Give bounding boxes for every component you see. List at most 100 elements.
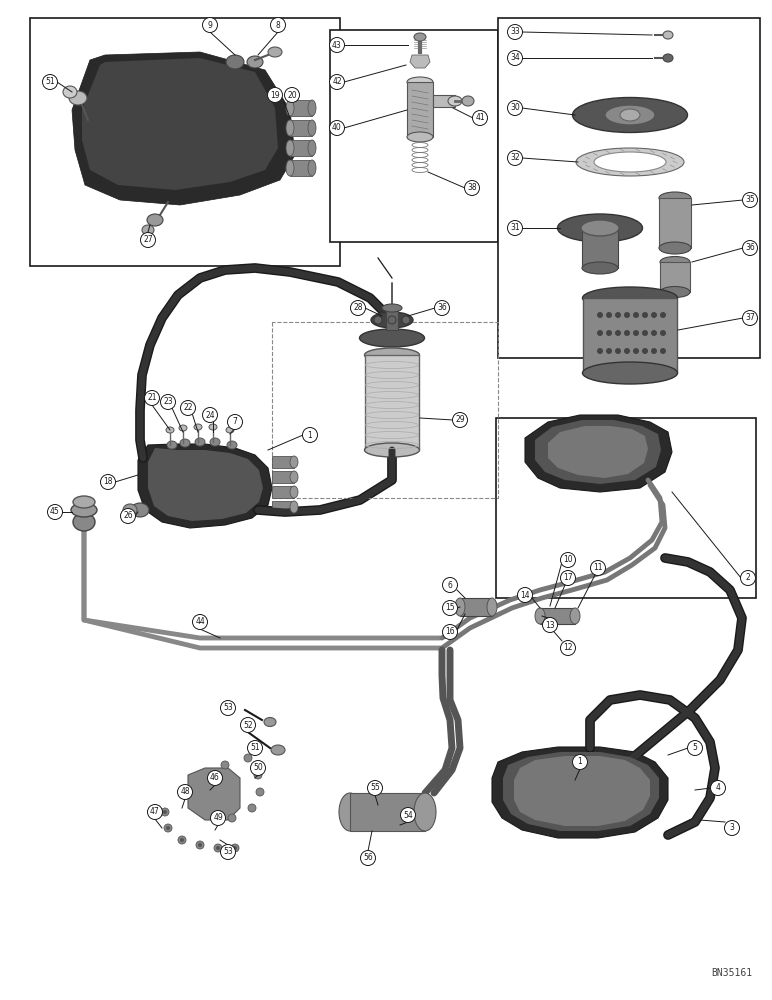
- Text: 42: 42: [332, 78, 342, 87]
- Ellipse shape: [290, 486, 298, 498]
- Text: 37: 37: [745, 314, 755, 322]
- Text: 51: 51: [46, 78, 55, 87]
- Circle shape: [241, 718, 256, 732]
- Text: 41: 41: [476, 113, 485, 122]
- Ellipse shape: [179, 425, 187, 431]
- Circle shape: [244, 754, 252, 762]
- Ellipse shape: [73, 513, 95, 531]
- Bar: [272, 471, 294, 483]
- Ellipse shape: [227, 441, 237, 449]
- Circle shape: [642, 312, 648, 318]
- Bar: [498, 18, 760, 358]
- Circle shape: [248, 804, 256, 812]
- Bar: [407, 82, 433, 137]
- Ellipse shape: [414, 33, 426, 41]
- Ellipse shape: [339, 793, 361, 831]
- Polygon shape: [492, 747, 668, 838]
- Circle shape: [180, 838, 184, 842]
- Text: 53: 53: [223, 704, 233, 712]
- Ellipse shape: [583, 287, 678, 309]
- Text: 4: 4: [716, 784, 720, 792]
- Circle shape: [606, 348, 612, 354]
- Text: 43: 43: [332, 40, 342, 49]
- Circle shape: [42, 75, 57, 90]
- Polygon shape: [525, 415, 672, 492]
- Circle shape: [507, 50, 523, 66]
- Circle shape: [442, 578, 458, 592]
- Circle shape: [303, 428, 317, 442]
- Circle shape: [208, 770, 222, 786]
- Text: 17: 17: [564, 574, 573, 582]
- Circle shape: [248, 740, 262, 756]
- Bar: [660, 262, 690, 292]
- Bar: [290, 160, 312, 176]
- Ellipse shape: [195, 438, 205, 446]
- Bar: [496, 418, 756, 598]
- Ellipse shape: [557, 214, 642, 242]
- Bar: [350, 793, 425, 831]
- Circle shape: [615, 348, 621, 354]
- Circle shape: [651, 312, 657, 318]
- Text: 50: 50: [253, 764, 263, 772]
- Ellipse shape: [660, 286, 690, 298]
- Text: 45: 45: [50, 508, 60, 516]
- Circle shape: [743, 310, 757, 326]
- Circle shape: [256, 788, 264, 796]
- Ellipse shape: [659, 192, 691, 204]
- Circle shape: [615, 330, 621, 336]
- Circle shape: [268, 88, 283, 103]
- Circle shape: [517, 587, 533, 602]
- Ellipse shape: [142, 225, 154, 235]
- Text: 48: 48: [180, 788, 190, 796]
- Text: 5: 5: [692, 744, 697, 752]
- Circle shape: [233, 846, 237, 850]
- Circle shape: [624, 348, 630, 354]
- Ellipse shape: [360, 329, 425, 347]
- Circle shape: [465, 180, 479, 196]
- Polygon shape: [82, 58, 278, 190]
- Text: 14: 14: [520, 590, 530, 599]
- Circle shape: [221, 761, 229, 769]
- Circle shape: [560, 552, 575, 568]
- Text: 12: 12: [564, 644, 573, 652]
- Ellipse shape: [167, 441, 177, 449]
- Text: 47: 47: [150, 808, 160, 816]
- Circle shape: [724, 820, 740, 836]
- Ellipse shape: [535, 608, 545, 624]
- Circle shape: [388, 316, 396, 324]
- Ellipse shape: [462, 96, 474, 106]
- Polygon shape: [72, 52, 295, 205]
- Ellipse shape: [448, 96, 462, 106]
- Text: 38: 38: [467, 184, 477, 192]
- Circle shape: [202, 17, 218, 32]
- Ellipse shape: [487, 598, 497, 616]
- Circle shape: [688, 740, 703, 756]
- Ellipse shape: [407, 132, 433, 142]
- Ellipse shape: [308, 160, 316, 176]
- Ellipse shape: [286, 100, 294, 116]
- Text: 21: 21: [147, 393, 157, 402]
- Circle shape: [144, 390, 160, 406]
- Bar: [365, 355, 419, 450]
- Text: 24: 24: [205, 410, 215, 420]
- Text: 10: 10: [564, 556, 573, 564]
- Text: 49: 49: [213, 814, 223, 822]
- Ellipse shape: [290, 501, 298, 513]
- Circle shape: [560, 641, 575, 656]
- Text: 1: 1: [577, 758, 582, 766]
- Circle shape: [231, 844, 239, 852]
- Circle shape: [442, 600, 458, 615]
- Ellipse shape: [209, 424, 217, 430]
- Text: 30: 30: [510, 104, 520, 112]
- Circle shape: [285, 88, 300, 103]
- Ellipse shape: [663, 31, 673, 39]
- Text: 53: 53: [223, 848, 233, 856]
- Circle shape: [642, 348, 648, 354]
- Text: 35: 35: [745, 196, 755, 205]
- Bar: [460, 598, 492, 616]
- Text: 15: 15: [445, 603, 455, 612]
- Ellipse shape: [605, 105, 655, 125]
- Bar: [290, 100, 312, 116]
- Circle shape: [660, 348, 666, 354]
- Ellipse shape: [147, 214, 163, 226]
